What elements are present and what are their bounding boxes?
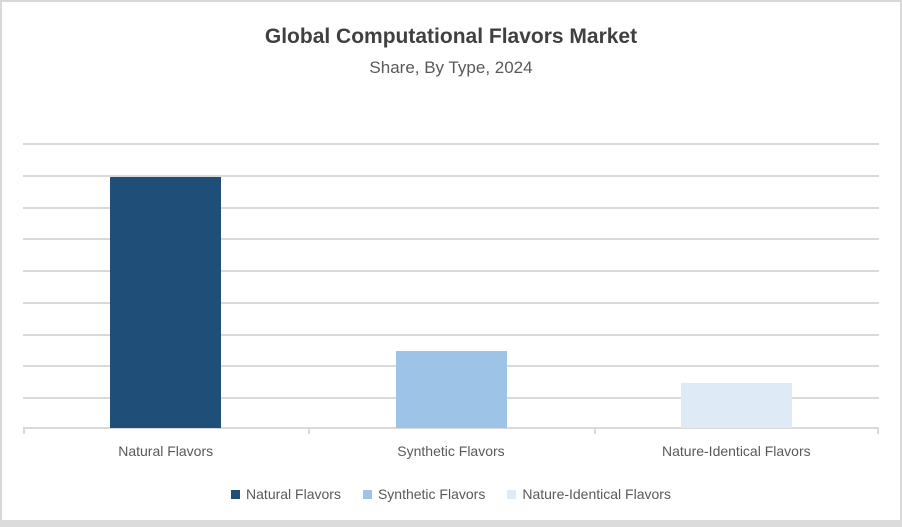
axis-tick bbox=[308, 429, 310, 434]
legend-swatch-icon bbox=[507, 489, 517, 499]
bar-synthetic-flavors bbox=[396, 351, 507, 428]
gridline bbox=[23, 301, 879, 304]
legend-swatch-icon bbox=[362, 489, 372, 499]
chart-subtitle: Share, By Type, 2024 bbox=[369, 58, 533, 77]
chart-title: Global Computational Flavors Market bbox=[264, 25, 638, 48]
category-label: Synthetic Flavors bbox=[397, 443, 505, 459]
gridline bbox=[23, 333, 879, 336]
gridline bbox=[23, 206, 879, 209]
legend-swatch-icon bbox=[231, 489, 241, 499]
gridline bbox=[23, 238, 879, 241]
gridline bbox=[23, 143, 879, 145]
legend-item: Nature-Identical Flavors bbox=[507, 486, 671, 502]
legend-label: Synthetic Flavors bbox=[377, 486, 486, 502]
legend-label: Nature-Identical Flavors bbox=[522, 486, 671, 502]
plot-area bbox=[23, 143, 879, 434]
axis-tick bbox=[594, 429, 596, 434]
category-label: Natural Flavors bbox=[118, 443, 214, 459]
bottom-scrollbar-track bbox=[0, 520, 902, 527]
gridline bbox=[23, 174, 879, 177]
bar-natural-flavors bbox=[110, 177, 221, 428]
gridline bbox=[23, 270, 879, 273]
legend: Natural Flavors Synthetic Flavors Nature-I… bbox=[0, 486, 902, 502]
axis-tick bbox=[23, 429, 25, 434]
x-axis-line bbox=[23, 427, 879, 429]
axis-tick bbox=[877, 429, 879, 434]
legend-item: Natural Flavors bbox=[231, 486, 341, 502]
category-axis-labels: Natural Flavors Synthetic Flavors Nature-I… bbox=[23, 443, 879, 459]
bar-nature-identical-flavors bbox=[681, 383, 792, 428]
legend-item: Synthetic Flavors bbox=[362, 486, 486, 502]
legend-label: Natural Flavors bbox=[246, 486, 341, 502]
category-label: Nature-Identical Flavors bbox=[662, 443, 811, 459]
